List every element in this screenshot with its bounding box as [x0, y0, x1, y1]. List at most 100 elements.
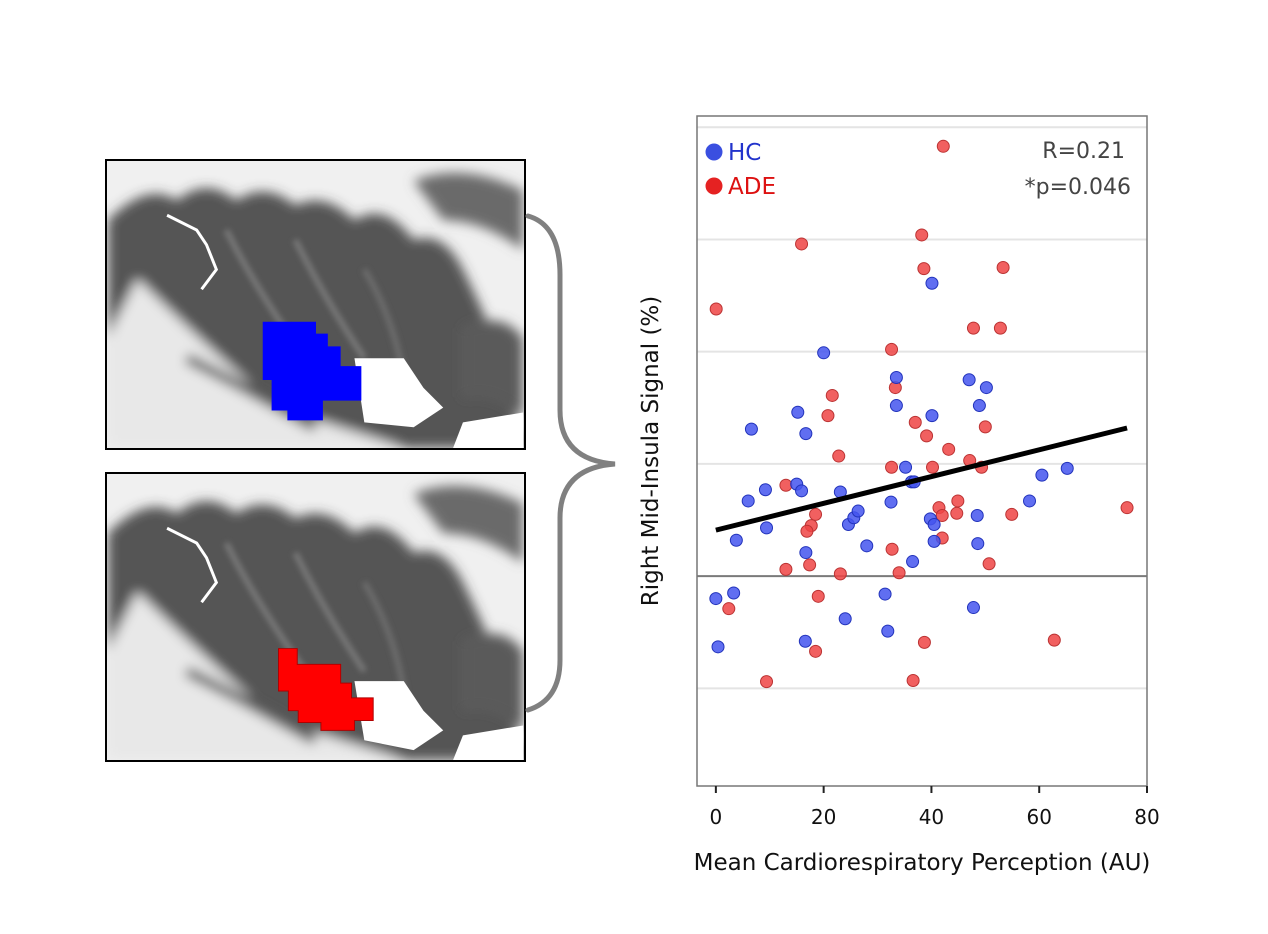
data-point-ade: [800, 524, 814, 538]
legend-marker-hc: [705, 143, 723, 161]
data-point-ade: [917, 635, 931, 649]
data-point-hc: [709, 592, 723, 606]
data-point-ade: [779, 478, 793, 492]
data-point-ade: [978, 420, 992, 434]
data-point-ade: [926, 460, 940, 474]
data-point-ade: [709, 302, 723, 316]
data-point-hc: [851, 504, 865, 518]
x-tick-label: 0: [709, 805, 722, 829]
data-point-hc: [925, 409, 939, 423]
data-point-ade: [917, 262, 931, 276]
data-point-ade: [1005, 507, 1019, 521]
data-point-ade: [795, 237, 809, 251]
data-point-ade: [1047, 633, 1061, 647]
legend-label-hc: HC: [728, 140, 761, 166]
data-point-hc: [971, 537, 985, 551]
data-point-ade: [722, 602, 736, 616]
data-point-hc: [878, 587, 892, 601]
data-point-hc: [758, 483, 772, 497]
data-point-ade: [906, 674, 920, 688]
data-point-ade: [892, 566, 906, 580]
x-axis-label: Mean Cardiorespiratory Perception (AU): [694, 850, 1151, 876]
data-point-hc: [1035, 468, 1049, 482]
brain-image-ade: [107, 474, 524, 760]
p-value: *p=0.046: [1025, 175, 1131, 200]
data-point-hc: [927, 518, 941, 532]
data-point-hc: [1023, 494, 1037, 508]
gridlines: [697, 126, 1147, 690]
data-point-ade: [809, 507, 823, 521]
data-point-hc: [962, 373, 976, 387]
data-point-hc: [860, 539, 874, 553]
data-point-hc: [711, 640, 725, 654]
legend-label-ade: ADE: [728, 174, 776, 200]
data-point-hc: [741, 494, 755, 508]
data-points: [709, 139, 1134, 689]
data-point-hc: [972, 399, 986, 413]
ade-region: [278, 648, 374, 731]
data-point-ade: [935, 509, 949, 523]
data-point-ade: [993, 321, 1007, 335]
data-point-hc: [744, 422, 758, 436]
data-point-hc: [817, 346, 831, 360]
data-point-ade: [811, 589, 825, 603]
data-point-ade: [982, 557, 996, 571]
data-point-ade: [885, 460, 899, 474]
data-point-ade: [950, 506, 964, 520]
data-point-hc: [899, 460, 913, 474]
data-point-hc: [927, 534, 941, 548]
data-point-hc: [838, 612, 852, 626]
grouping-brace: [525, 213, 616, 713]
data-point-hc: [889, 370, 903, 384]
data-point-hc: [799, 546, 813, 560]
data-point-ade: [809, 644, 823, 658]
data-point-ade: [825, 388, 839, 402]
data-point-ade: [833, 567, 847, 581]
data-point-hc: [889, 399, 903, 413]
data-point-ade: [832, 449, 846, 463]
x-tick-label: 40: [919, 805, 944, 829]
data-point-ade: [951, 494, 965, 508]
brain-slice-ade: [105, 472, 526, 762]
data-point-hc: [906, 555, 920, 569]
data-point-ade: [1120, 501, 1134, 515]
data-point-hc: [970, 509, 984, 523]
data-point-ade: [936, 139, 950, 153]
data-point-hc: [791, 405, 805, 419]
x-ticks: 0 20 40 60 80: [709, 786, 1160, 829]
data-point-hc: [884, 495, 898, 509]
data-point-ade: [996, 261, 1010, 275]
data-point-ade: [821, 409, 835, 423]
legend-marker-ade: [705, 177, 723, 195]
legend: HC ADE: [705, 140, 776, 200]
x-tick-label: 80: [1134, 805, 1159, 829]
correlation-r: R=0.21: [1042, 139, 1125, 164]
data-point-ade: [942, 442, 956, 456]
data-point-ade: [803, 558, 817, 572]
y-axis-label: Right Mid-Insula Signal (%): [638, 296, 664, 607]
data-point-ade: [966, 321, 980, 335]
data-point-hc: [799, 427, 813, 441]
data-point-hc: [979, 381, 993, 395]
data-point-ade: [915, 228, 929, 242]
data-point-hc: [1060, 461, 1074, 475]
plot-frame: [696, 115, 1148, 787]
x-tick-label: 20: [811, 805, 836, 829]
data-point-hc: [795, 484, 809, 498]
data-point-hc: [760, 521, 774, 535]
data-point-hc: [925, 276, 939, 290]
brain-image-hc: [107, 161, 524, 448]
data-point-ade: [908, 415, 922, 429]
data-point-hc: [881, 624, 895, 638]
data-point-ade: [779, 562, 793, 576]
data-point-ade: [760, 675, 774, 689]
hc-region: [262, 321, 362, 421]
data-point-hc: [729, 533, 743, 547]
brace-path: [525, 213, 616, 713]
brain-slice-hc: [105, 159, 526, 450]
data-point-hc: [798, 634, 812, 648]
data-point-hc: [966, 601, 980, 615]
x-tick-label: 60: [1026, 805, 1051, 829]
data-point-ade: [920, 429, 934, 443]
